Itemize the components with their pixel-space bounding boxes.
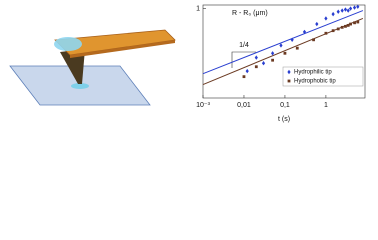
y-axis-label: R - R₀ (μm)	[232, 10, 268, 17]
legend	[282, 66, 364, 87]
x-tick-label: 0,1	[280, 102, 290, 109]
data-point	[271, 58, 275, 62]
data-point	[290, 37, 294, 43]
meniscus	[71, 83, 89, 89]
x-axis-label: t (s)	[278, 116, 290, 123]
legend-marker	[287, 69, 291, 75]
droplet	[54, 37, 82, 51]
figure: R - R₀ (μm) t (s) 1/4 10⁻³ 0,01 0,1 1 1 Hydro…	[9, 4, 366, 123]
x-tick-label: 10⁻³	[196, 102, 210, 109]
data-point	[271, 51, 275, 56]
fit-line	[202, 18, 364, 85]
data-point	[346, 23, 350, 27]
data-point	[295, 46, 299, 50]
data-point	[279, 43, 283, 48]
fit-line	[202, 10, 364, 75]
data-point	[348, 6, 353, 11]
data-point	[242, 75, 246, 79]
data-point	[352, 5, 357, 10]
data-point	[340, 25, 344, 29]
cantilever-edge	[70, 40, 175, 58]
data-point	[336, 9, 340, 14]
data-point	[336, 27, 340, 31]
legend-label: Hydrophilic tip	[294, 70, 332, 76]
x-tick-label: 0,01	[237, 102, 251, 109]
data-point	[356, 20, 360, 24]
data-point	[312, 38, 315, 42]
data-point	[324, 16, 328, 21]
data-point	[261, 60, 266, 66]
slope-annotation: 1/4	[239, 42, 249, 49]
data-point	[324, 31, 328, 35]
data-point	[331, 11, 335, 17]
data-point	[349, 22, 352, 26]
tip	[60, 49, 85, 84]
data-point	[283, 51, 287, 55]
legend-label: Hydrophobic tip	[294, 79, 336, 85]
data-point	[315, 21, 319, 27]
data-point	[353, 21, 356, 25]
data-point	[346, 8, 350, 13]
data-point	[245, 68, 249, 74]
y-tick-label: 1	[196, 5, 200, 12]
data-point	[302, 29, 307, 35]
illustration	[9, 29, 176, 106]
data-point	[343, 7, 348, 12]
legend-marker	[287, 79, 291, 83]
data-point	[340, 8, 344, 13]
data-point	[254, 65, 258, 69]
data-point	[254, 55, 258, 60]
x-tick-label: 1	[324, 102, 328, 109]
data-point	[331, 29, 335, 33]
data-point	[356, 4, 360, 9]
data-point	[344, 24, 347, 28]
plot-frame	[202, 4, 366, 99]
